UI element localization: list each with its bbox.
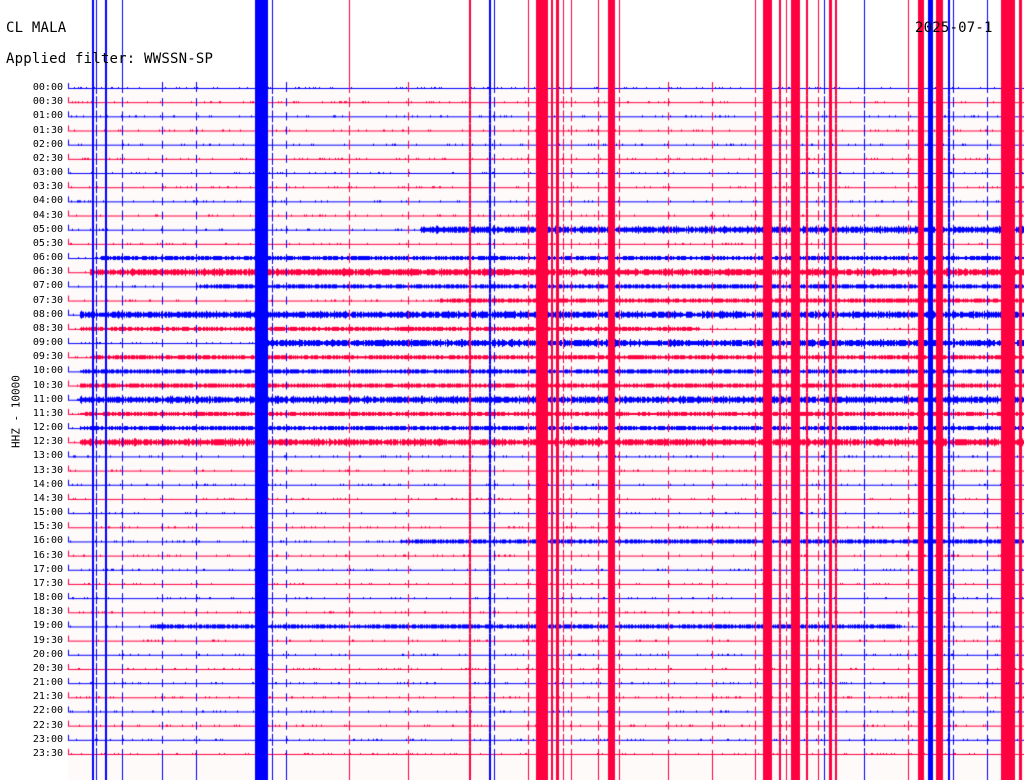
- time-tick-label: 09:30: [32, 351, 63, 363]
- time-tick-label: 18:30: [32, 606, 63, 618]
- time-tick-label: 06:00: [32, 252, 63, 264]
- time-tick-label: 05:30: [32, 237, 63, 249]
- time-tick-label: 06:30: [32, 266, 63, 278]
- time-tick-label: 07:00: [32, 280, 63, 292]
- time-tick-label: 11:00: [32, 393, 63, 405]
- time-tick-label: 08:00: [32, 308, 63, 320]
- time-tick-label: 14:00: [32, 478, 63, 490]
- time-tick-label: 03:00: [32, 167, 63, 179]
- time-tick-label: 13:30: [32, 464, 63, 476]
- time-tick-label: 13:00: [32, 450, 63, 462]
- time-tick-label: 12:00: [32, 422, 63, 434]
- time-axis: 00:00 00:30 01:00 01:30 02:00 02:30 03:00 03:30…: [0, 0, 68, 780]
- time-tick-label: 23:00: [32, 733, 63, 745]
- time-tick-label: 07:30: [32, 294, 63, 306]
- time-tick-label: 15:30: [32, 521, 63, 533]
- time-tick-label: 17:00: [32, 563, 63, 575]
- time-tick-label: 21:00: [32, 677, 63, 689]
- time-tick-label: 20:30: [32, 662, 63, 674]
- time-tick-label: 16:00: [32, 535, 63, 547]
- time-tick-label: 02:30: [32, 152, 63, 164]
- time-tick-label: 10:00: [32, 365, 63, 377]
- station-name-label: CL MALA: [6, 20, 67, 36]
- time-tick-label: 11:30: [32, 407, 63, 419]
- time-tick-label: 00:00: [32, 82, 63, 93]
- time-tick-label: 09:00: [32, 337, 63, 349]
- applied-filter-label: Applied filter: WWSSN-SP: [6, 51, 214, 67]
- time-tick-label: 10:30: [32, 379, 63, 391]
- time-tick-label: 23:30: [32, 747, 63, 759]
- time-tick-label: 22:30: [32, 719, 63, 731]
- time-tick-label: 21:30: [32, 691, 63, 703]
- time-tick-label: 18:00: [32, 592, 63, 604]
- time-tick-label: 08:30: [32, 322, 63, 334]
- time-tick-label: 04:00: [32, 195, 63, 207]
- time-tick-label: 05:00: [32, 223, 63, 235]
- time-tick-label: 02:00: [32, 138, 63, 150]
- time-tick-label: 22:00: [32, 705, 63, 717]
- time-tick-label: 01:30: [32, 124, 63, 136]
- time-tick-label: 00:30: [32, 96, 63, 108]
- time-tick-label: 01:00: [32, 110, 63, 122]
- time-tick-label: 17:30: [32, 577, 63, 589]
- time-tick-label: 20:00: [32, 648, 63, 660]
- time-tick-label: 19:30: [32, 634, 63, 646]
- time-tick-label: 04:30: [32, 209, 63, 221]
- time-tick-label: 14:30: [32, 492, 63, 504]
- time-tick-label: 16:30: [32, 549, 63, 561]
- time-tick-label: 15:00: [32, 507, 63, 519]
- time-tick-label: 03:30: [32, 181, 63, 193]
- time-tick-label: 12:30: [32, 436, 63, 448]
- record-date-label: 2025-07-1: [915, 20, 993, 36]
- time-tick-label: 19:00: [32, 620, 63, 632]
